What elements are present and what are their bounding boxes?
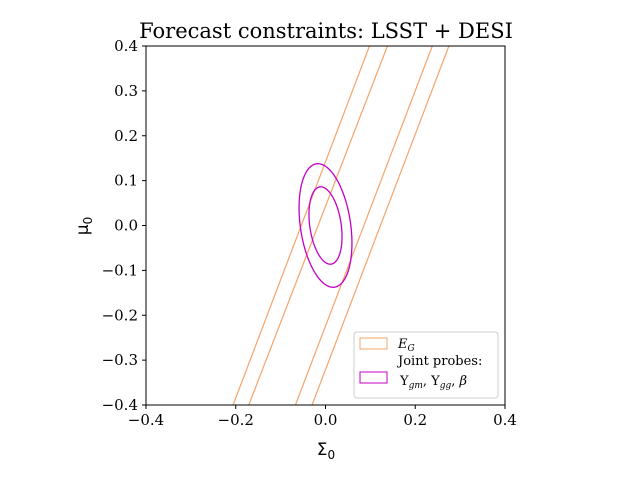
chart-title: Forecast constraints: LSST + DESI <box>139 19 513 43</box>
x-tick-label: 0.2 <box>403 411 427 429</box>
legend-label-eg-subscript: G <box>408 344 415 354</box>
y-tick-label: 0.4 <box>114 37 138 55</box>
y-tick-label: 0.1 <box>114 172 138 190</box>
y-tick-label: −0.3 <box>102 351 138 369</box>
y-axis-label-subscript: 0 <box>81 217 95 225</box>
x-tick-label: −0.2 <box>218 411 254 429</box>
legend-joint-upsilon-gm: Υ <box>399 374 409 389</box>
legend-joint-beta: , <box>451 374 459 389</box>
legend: EG Joint probes: Υgm, Υgg, β <box>353 331 499 399</box>
legend-label-eg-symbol: E <box>397 337 408 352</box>
legend-swatch-joint <box>359 371 388 384</box>
x-axis-label-symbol: Σ <box>317 440 328 460</box>
y-tick-label: 0.3 <box>114 82 138 100</box>
joint-contour-inner <box>308 186 343 265</box>
x-axis-label: Σ0 <box>317 440 335 462</box>
y-tick-label: 0.0 <box>114 217 138 235</box>
x-tick-label: 0.0 <box>314 411 338 429</box>
x-tick-label: −0.4 <box>128 411 164 429</box>
y-tick-label: 0.2 <box>114 127 138 145</box>
legend-joint-beta-symbol: β <box>459 374 468 389</box>
eg-contour-line <box>248 46 388 405</box>
legend-joint-comma-1: , Υ <box>423 374 440 389</box>
y-tick-label: −0.2 <box>102 306 138 324</box>
legend-joint-sub-gm: gm <box>409 381 423 391</box>
legend-joint-sub-gg: gg <box>440 381 452 391</box>
x-axis-label-subscript: 0 <box>328 448 336 462</box>
x-tick-label: 0.4 <box>493 411 517 429</box>
y-tick-label: −0.1 <box>102 261 138 279</box>
eg-contour-line <box>311 46 450 405</box>
y-axis-ticks: −0.4 −0.3 −0.2 −0.1 0.0 0.1 0.2 0.3 0.4 <box>102 37 146 414</box>
x-axis-ticks: −0.4 −0.2 0.0 0.2 0.4 <box>128 405 517 429</box>
y-axis-label: μ0 <box>73 217 95 235</box>
y-tick-label: −0.4 <box>102 396 138 414</box>
legend-label-joint-line2: Υgm, Υgg, β <box>399 374 467 391</box>
legend-label-joint-line1: Joint probes: <box>396 354 482 369</box>
plot-area <box>232 46 450 405</box>
y-axis-label-symbol: μ <box>73 224 93 235</box>
legend-label-eg: EG <box>397 337 415 354</box>
eg-contour-line <box>232 46 371 405</box>
legend-swatch-eg <box>359 337 388 350</box>
legend-box <box>353 331 499 399</box>
eg-contour-line <box>294 46 433 405</box>
joint-contour-outer <box>298 163 353 288</box>
